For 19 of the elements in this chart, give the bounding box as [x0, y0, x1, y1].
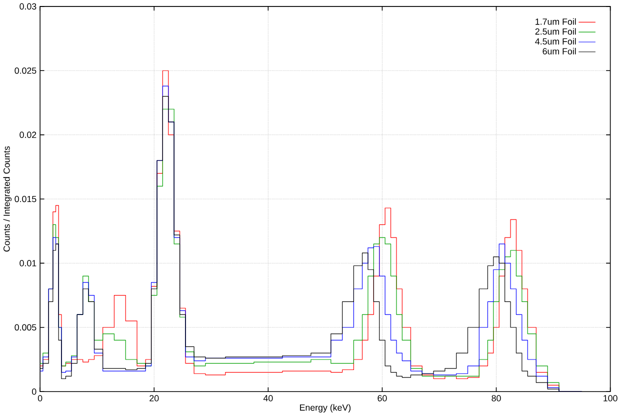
x-tick-label: 20: [150, 395, 159, 402]
legend-label: 2.5um Foil: [535, 28, 576, 35]
y-axis-title: Counts / Integrated Counts: [3, 146, 12, 252]
y-tick-label: 0.005: [14, 324, 36, 331]
y-tick-label: 0.03: [20, 3, 36, 10]
y-tick-label: 0.025: [14, 68, 36, 74]
y-tick-label: 0.02: [20, 132, 36, 138]
x-tick-label: 60: [378, 395, 387, 402]
legend-label: 1.7um Foil: [536, 18, 576, 25]
legend-label: 4.5um Foil: [535, 38, 576, 45]
y-tick-label: 0.01: [20, 260, 36, 266]
x-tick-label: 100: [604, 395, 618, 402]
y-tick-label: 0.015: [14, 196, 36, 202]
x-axis-title: Energy (keV): [300, 404, 351, 413]
x-tick-label: 40: [263, 395, 273, 402]
x-tick-label: 0: [38, 395, 42, 402]
legend-label: 6um Foil: [542, 48, 576, 55]
x-tick-label: 80: [492, 395, 501, 402]
y-tick-label: 0: [32, 388, 36, 395]
